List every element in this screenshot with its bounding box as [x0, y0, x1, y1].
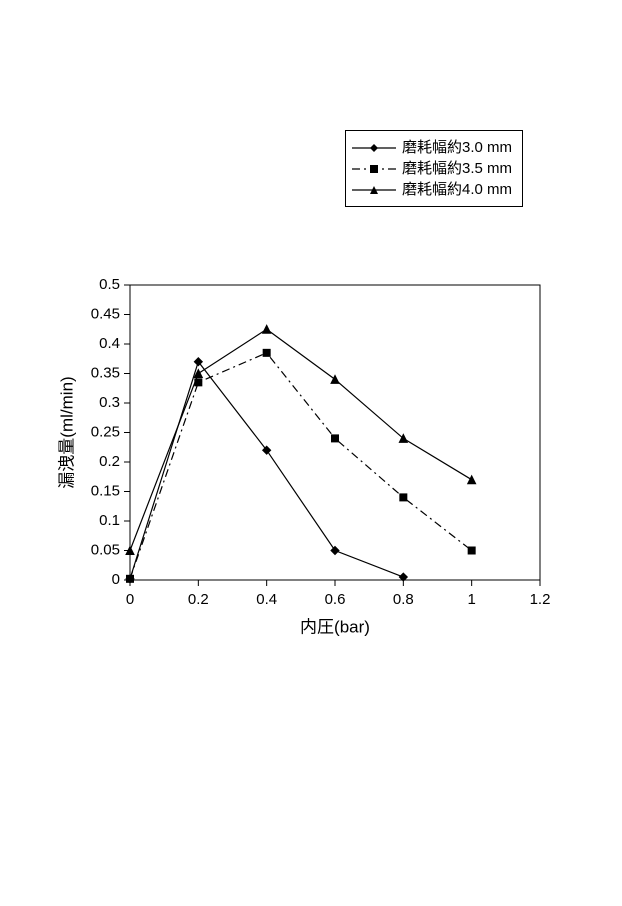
svg-text:0.25: 0.25 [91, 423, 120, 440]
legend: 磨耗幅約3.0 mm磨耗幅約3.5 mm磨耗幅約4.0 mm [345, 130, 523, 207]
svg-text:0.3: 0.3 [99, 394, 120, 411]
svg-text:0.45: 0.45 [91, 305, 120, 322]
svg-text:0: 0 [126, 591, 134, 608]
svg-text:0.4: 0.4 [99, 335, 120, 352]
svg-text:0.4: 0.4 [256, 591, 277, 608]
svg-text:1: 1 [467, 591, 475, 608]
chart-container: 0 0.2 0.4 0.6 0.8 1 1.2 0 0.05 0.1 0.15 0.2 0.25 0.3 0… [0, 0, 622, 906]
svg-text:0.8: 0.8 [393, 591, 414, 608]
svg-text:0.6: 0.6 [325, 591, 346, 608]
legend-item: 磨耗幅約3.5 mm [352, 158, 512, 179]
legend-item: 磨耗幅約4.0 mm [352, 179, 512, 200]
svg-text:1.2: 1.2 [530, 591, 551, 608]
legend-item: 磨耗幅約3.0 mm [352, 137, 512, 158]
svg-text:0.35: 0.35 [91, 364, 120, 381]
svg-text:漏洩量(ml/min): 漏洩量(ml/min) [57, 376, 76, 488]
legend-swatch [352, 141, 396, 155]
svg-text:0.5: 0.5 [99, 276, 120, 293]
legend-label: 磨耗幅約3.5 mm [402, 158, 512, 179]
svg-text:0: 0 [112, 571, 120, 588]
svg-text:内圧(bar): 内圧(bar) [300, 617, 370, 636]
svg-text:0.15: 0.15 [91, 482, 120, 499]
legend-label: 磨耗幅約3.0 mm [402, 137, 512, 158]
svg-text:0.1: 0.1 [99, 512, 120, 529]
svg-text:0.2: 0.2 [99, 453, 120, 470]
chart-svg: 0 0.2 0.4 0.6 0.8 1 1.2 0 0.05 0.1 0.15 0.2 0.25 0.3 0… [0, 0, 622, 906]
svg-text:0.2: 0.2 [188, 591, 209, 608]
legend-swatch [352, 162, 396, 176]
legend-label: 磨耗幅約4.0 mm [402, 179, 512, 200]
svg-text:0.05: 0.05 [91, 541, 120, 558]
legend-swatch [352, 183, 396, 197]
